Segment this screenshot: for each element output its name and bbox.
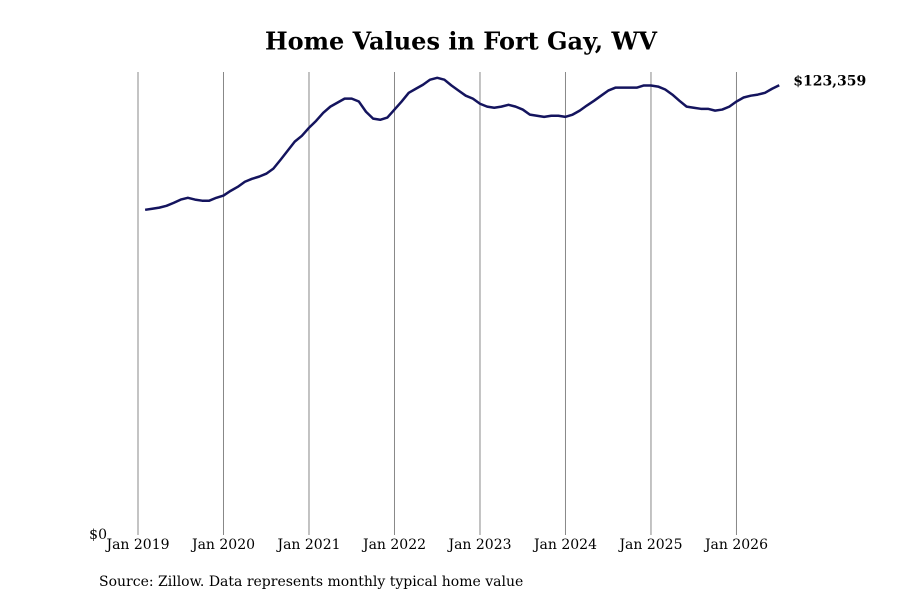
y-tick-label: $0 <box>89 527 107 543</box>
x-tick-label: Jan 2021 <box>275 537 340 553</box>
value-label: $123,359 <box>793 73 866 89</box>
x-tick-label: Jan 2026 <box>703 537 768 553</box>
chart-title: Home Values in Fort Gay, WV <box>265 27 657 56</box>
x-tick-label: Jan 2023 <box>446 537 511 553</box>
line-series <box>144 76 780 212</box>
x-tick-label: Jan 2024 <box>532 537 597 553</box>
x-tick-label: Jan 2025 <box>617 537 682 553</box>
source-note: Source: Zillow. Data represents monthly … <box>99 574 523 590</box>
x-tick-label: Jan 2020 <box>190 537 255 553</box>
x-tick-label: Jan 2022 <box>361 537 426 553</box>
x-tick-label: Jan 2019 <box>104 537 169 553</box>
